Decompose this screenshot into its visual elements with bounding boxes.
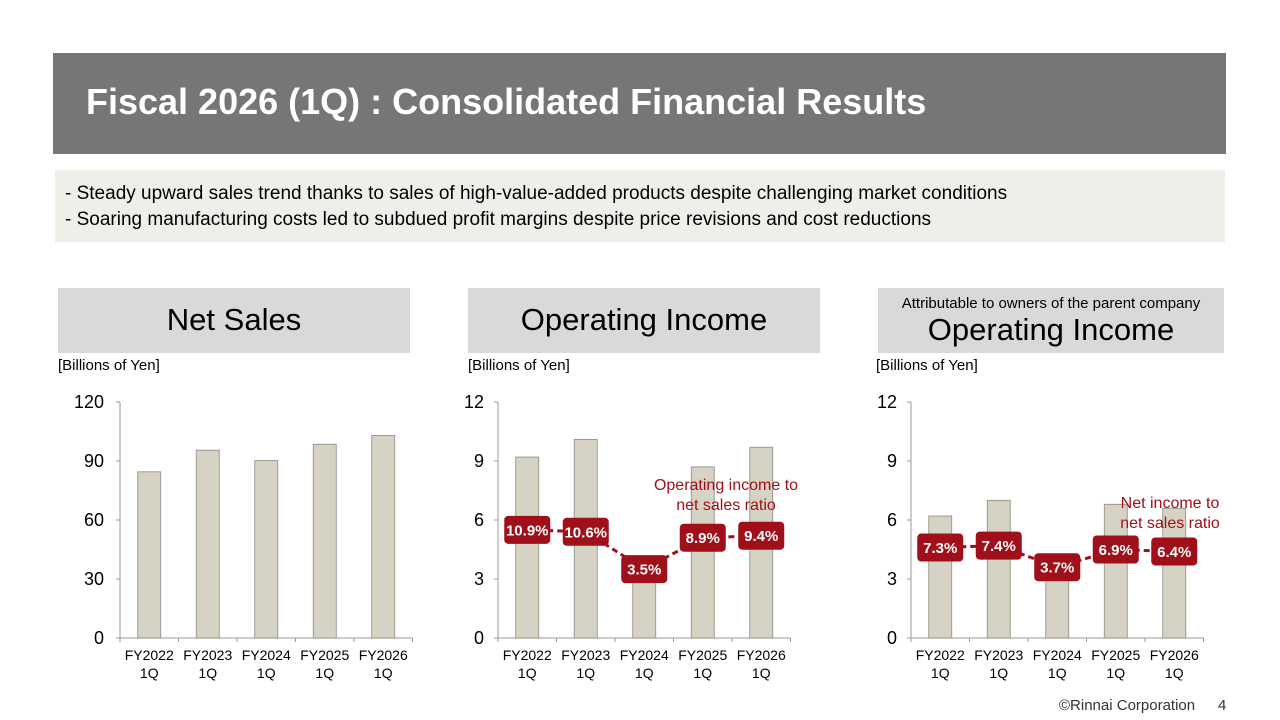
ratio-label-box: [975, 531, 1022, 560]
bar: [515, 456, 540, 639]
x-tick-label: FY2022: [503, 647, 552, 663]
y-tick-label: 12: [877, 392, 897, 412]
x-tick-label: FY2024: [242, 647, 291, 663]
ratio-label: 7.4%: [982, 538, 1016, 555]
operating-income-title: Operating Income: [520, 302, 768, 337]
x-tick-label: FY2026: [1150, 647, 1199, 663]
net-sales-chart: 0 30 60 90 120 FY2022 1Q FY2023 1Q FY2024 1Q FY2025…: [74, 392, 413, 681]
x-tick-label: FY2022: [916, 647, 965, 663]
ratio-label: 6.9%: [1099, 542, 1133, 559]
x-tick-label: 1Q: [989, 665, 1008, 681]
bar: [371, 435, 396, 639]
ratio-label-box: [917, 533, 964, 562]
owners-income-title: Operating Income: [927, 312, 1175, 347]
x-tick-label: FY2024: [1033, 647, 1082, 663]
summary-bullet: - Soaring manufacturing costs led to sub…: [65, 209, 932, 230]
x-tick-label: 1Q: [693, 665, 712, 681]
bar: [690, 466, 715, 639]
ratio-label-box: [1092, 535, 1139, 564]
ratio-label-box: [504, 515, 551, 544]
ratio-annotation: Net income to: [1121, 495, 1220, 512]
owners-income-chart: 0 3 6 9 12 FY2022 1Q FY2023 1Q FY2024 1Q FY2025 1Q FY…: [877, 392, 1220, 681]
ratio-label-box: [1151, 537, 1198, 566]
x-tick-label: 1Q: [518, 665, 537, 681]
y-tick-label: 6: [474, 510, 484, 530]
x-tick-label: 1Q: [1106, 665, 1125, 681]
page-number: 4: [1218, 697, 1227, 714]
y-tick-label: 0: [474, 628, 484, 648]
x-tick-label: FY2023: [183, 647, 232, 663]
y-tick-label: 3: [887, 569, 897, 589]
operating-income-chart: 0 3 6 9 12 FY2022 1Q FY2023 1Q FY2024 1Q FY2025 1Q FY…: [464, 392, 798, 681]
ratio-label-box: [738, 521, 785, 550]
bar: [312, 443, 337, 639]
summary-bullet: - Steady upward sales trend thanks to sa…: [65, 183, 1008, 204]
ratio-label: 10.6%: [564, 524, 607, 541]
x-tick-label: FY2025: [300, 647, 349, 663]
x-tick-label: 1Q: [257, 665, 276, 681]
operating-income-header: Operating Income: [468, 288, 820, 353]
x-tick-label: FY2026: [737, 647, 786, 663]
y-tick-label: 12: [464, 392, 484, 412]
x-tick-label: 1Q: [198, 665, 217, 681]
x-tick-label: FY2024: [620, 647, 669, 663]
ratio-label-box: [679, 523, 726, 552]
ratio-label: 3.5%: [627, 562, 661, 579]
x-tick-label: FY2023: [561, 647, 610, 663]
ratio-label: 10.9%: [506, 522, 549, 539]
copyright: ©Rinnai Corporation: [1059, 697, 1196, 714]
net-sales-unit: [Billions of Yen]: [58, 357, 160, 374]
x-tick-label: 1Q: [931, 665, 950, 681]
ratio-annotation: Operating income to: [654, 477, 798, 494]
y-tick-label: 120: [74, 392, 104, 412]
x-tick-label: 1Q: [315, 665, 334, 681]
summary-box: - Steady upward sales trend thanks to sa…: [55, 170, 1225, 242]
bar: [1045, 578, 1070, 639]
owners-income-header: Attributable to owners of the parent com…: [878, 288, 1224, 353]
x-tick-label: FY2022: [125, 647, 174, 663]
bar: [195, 449, 220, 639]
x-tick-label: 1Q: [374, 665, 393, 681]
ratio-label-box: [621, 555, 668, 584]
y-tick-label: 0: [94, 628, 104, 648]
x-tick-label: FY2023: [974, 647, 1023, 663]
x-tick-label: 1Q: [576, 665, 595, 681]
y-tick-label: 90: [84, 451, 104, 471]
bar: [137, 471, 162, 639]
x-tick-label: FY2025: [678, 647, 727, 663]
net-sales-title: Net Sales: [166, 302, 302, 337]
y-tick-label: 6: [887, 510, 897, 530]
ratio-label: 7.3%: [923, 540, 957, 557]
y-tick-label: 30: [84, 569, 104, 589]
ratio-label: 3.7%: [1040, 560, 1074, 577]
y-tick-label: 9: [474, 451, 484, 471]
x-tick-label: 1Q: [752, 665, 771, 681]
net-sales-header: Net Sales: [58, 288, 410, 353]
x-tick-label: 1Q: [1048, 665, 1067, 681]
bar: [632, 576, 657, 639]
x-tick-label: 1Q: [140, 665, 159, 681]
owners-income-subtitle: Attributable to owners of the parent com…: [901, 295, 1201, 312]
ratio-annotation: net sales ratio: [1120, 515, 1220, 532]
ratio-label-box: [1034, 553, 1081, 582]
ratio-label: 6.4%: [1157, 544, 1191, 561]
x-tick-label: FY2025: [1091, 647, 1140, 663]
y-tick-label: 3: [474, 569, 484, 589]
x-tick-label: 1Q: [1165, 665, 1184, 681]
ratio-annotation: net sales ratio: [676, 497, 776, 514]
operating-income-unit: [Billions of Yen]: [468, 357, 570, 374]
x-tick-label: FY2026: [359, 647, 408, 663]
y-tick-label: 0: [887, 628, 897, 648]
bar: [986, 499, 1011, 639]
y-tick-label: 60: [84, 510, 104, 530]
title-bar: Fiscal 2026 (1Q) : Consolidated Financia…: [53, 53, 1226, 154]
owners-income-unit: [Billions of Yen]: [876, 357, 978, 374]
ratio-label: 8.9%: [686, 530, 720, 547]
page-title: Fiscal 2026 (1Q) : Consolidated Financia…: [86, 81, 927, 122]
ratio-label-box: [562, 517, 609, 546]
ratio-label: 9.4%: [744, 528, 778, 545]
x-tick-label: 1Q: [635, 665, 654, 681]
y-tick-label: 9: [887, 451, 897, 471]
bar: [254, 460, 279, 639]
